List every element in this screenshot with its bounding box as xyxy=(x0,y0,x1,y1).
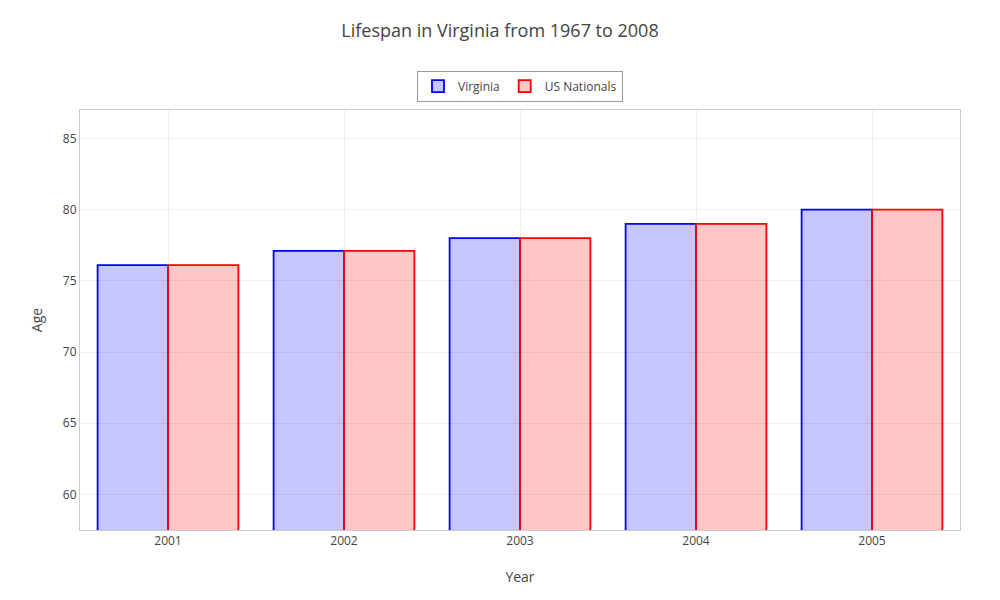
svg-text:Virginia: Virginia xyxy=(458,78,500,95)
svg-text:2004: 2004 xyxy=(682,532,710,549)
svg-text:60: 60 xyxy=(63,486,77,503)
svg-text:85: 85 xyxy=(63,130,77,147)
svg-text:Age: Age xyxy=(27,308,46,332)
svg-text:65: 65 xyxy=(63,414,77,431)
svg-text:US Nationals: US Nationals xyxy=(545,78,617,95)
svg-text:70: 70 xyxy=(63,343,77,360)
svg-text:2002: 2002 xyxy=(330,532,358,549)
svg-text:Lifespan in Virginia from 1967: Lifespan in Virginia from 1967 to 2008 xyxy=(341,18,658,42)
svg-text:2003: 2003 xyxy=(506,532,534,549)
svg-text:80: 80 xyxy=(63,201,77,218)
svg-text:2005: 2005 xyxy=(858,532,886,549)
svg-text:2001: 2001 xyxy=(154,532,181,549)
svg-text:Year: Year xyxy=(505,567,534,586)
svg-text:75: 75 xyxy=(63,272,77,289)
